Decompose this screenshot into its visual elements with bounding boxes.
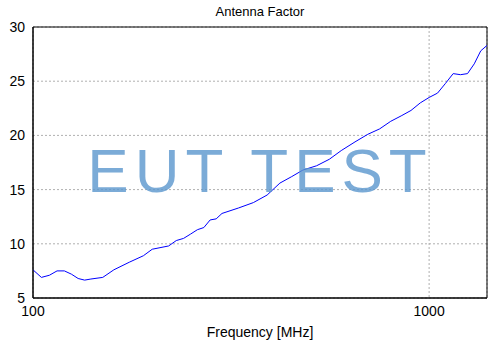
html-text:EUT TEST: EUT TEST [87, 136, 433, 205]
svg-text:100: 100 [21, 302, 45, 319]
svg-text:10: 10 [9, 236, 25, 252]
svg-text:1000: 1000 [414, 303, 445, 319]
svg-text:5: 5 [17, 290, 25, 306]
svg-text:25: 25 [9, 73, 25, 89]
svg-text:Frequency [MHz]: Frequency [MHz] [207, 324, 314, 340]
svg-text:15: 15 [9, 182, 25, 198]
svg-text:30: 30 [9, 19, 25, 35]
html-text:Antenna Factor: Antenna Factor [215, 4, 305, 19]
svg-text:20: 20 [9, 127, 25, 143]
